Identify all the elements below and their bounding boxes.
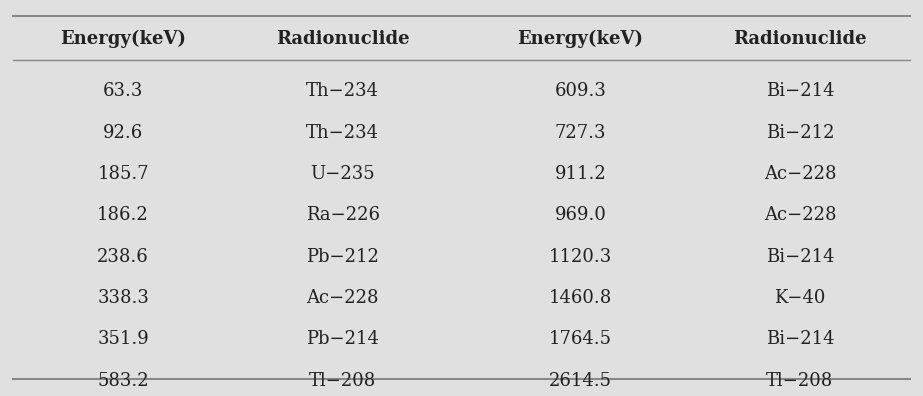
- Text: K−40: K−40: [774, 289, 825, 307]
- Text: 583.2: 583.2: [97, 372, 149, 390]
- Text: Energy(keV): Energy(keV): [518, 30, 643, 48]
- Text: 609.3: 609.3: [555, 82, 606, 100]
- Text: Bi−214: Bi−214: [766, 82, 834, 100]
- Text: 969.0: 969.0: [555, 206, 606, 224]
- Text: Th−234: Th−234: [306, 124, 379, 141]
- Text: Ac−228: Ac−228: [763, 165, 836, 183]
- Text: Bi−214: Bi−214: [766, 248, 834, 266]
- Text: Tl−208: Tl−208: [766, 372, 833, 390]
- Text: Ac−228: Ac−228: [306, 289, 378, 307]
- Text: 92.6: 92.6: [103, 124, 143, 141]
- Text: 238.6: 238.6: [97, 248, 149, 266]
- Text: Bi−214: Bi−214: [766, 330, 834, 348]
- Text: Pb−214: Pb−214: [306, 330, 379, 348]
- Text: 186.2: 186.2: [97, 206, 149, 224]
- Text: 1120.3: 1120.3: [549, 248, 612, 266]
- Text: Tl−208: Tl−208: [309, 372, 377, 390]
- Text: 338.3: 338.3: [97, 289, 149, 307]
- Text: 727.3: 727.3: [555, 124, 606, 141]
- Text: 351.9: 351.9: [97, 330, 149, 348]
- Text: 1764.5: 1764.5: [549, 330, 612, 348]
- Text: Pb−212: Pb−212: [306, 248, 379, 266]
- Text: Radionuclide: Radionuclide: [733, 30, 867, 48]
- Text: Th−234: Th−234: [306, 82, 379, 100]
- Text: Energy(keV): Energy(keV): [60, 30, 186, 48]
- Text: 185.7: 185.7: [97, 165, 149, 183]
- Text: 63.3: 63.3: [102, 82, 143, 100]
- Text: 911.2: 911.2: [555, 165, 606, 183]
- Text: Radionuclide: Radionuclide: [276, 30, 410, 48]
- Text: Ac−228: Ac−228: [763, 206, 836, 224]
- Text: U−235: U−235: [310, 165, 375, 183]
- Text: Ra−226: Ra−226: [306, 206, 379, 224]
- Text: Bi−212: Bi−212: [766, 124, 834, 141]
- Text: 2614.5: 2614.5: [549, 372, 612, 390]
- Text: 1460.8: 1460.8: [549, 289, 612, 307]
